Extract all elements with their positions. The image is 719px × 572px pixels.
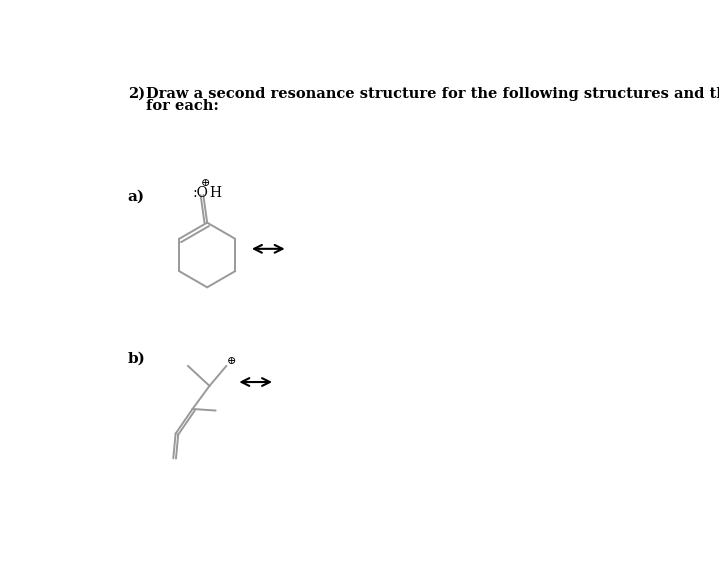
Text: :O: :O bbox=[193, 186, 209, 200]
Text: 2): 2) bbox=[128, 87, 145, 101]
Text: Draw a second resonance structure for the following structures and then an overa: Draw a second resonance structure for th… bbox=[145, 87, 719, 101]
Text: H: H bbox=[209, 185, 221, 200]
Text: for each:: for each: bbox=[145, 98, 219, 113]
Text: a): a) bbox=[128, 189, 145, 204]
Text: ⊕: ⊕ bbox=[226, 356, 236, 366]
Text: ⊕: ⊕ bbox=[201, 177, 211, 188]
Text: b): b) bbox=[128, 351, 146, 366]
